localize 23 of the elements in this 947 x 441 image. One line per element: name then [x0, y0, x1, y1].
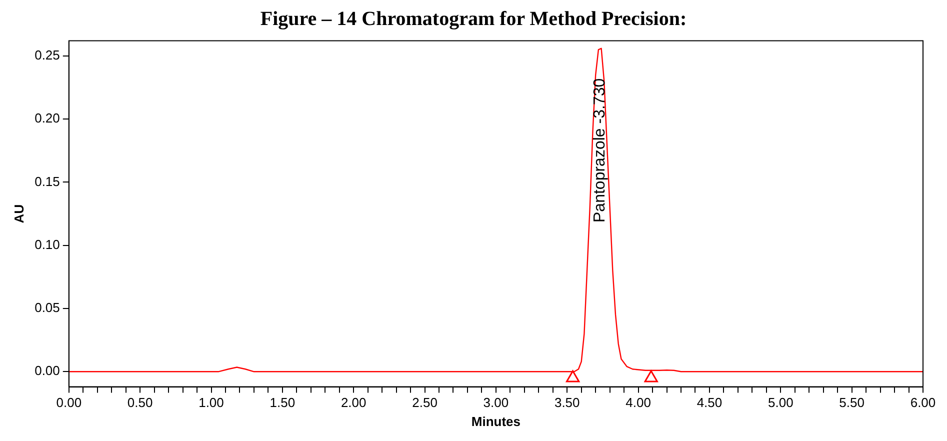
y-tick-label: 0.20 [34, 110, 60, 126]
x-tick-label: 4.00 [626, 395, 651, 410]
x-axis-title: Minutes [471, 414, 521, 429]
x-tick-label: 5.00 [768, 395, 794, 410]
x-tick-label: 1.00 [198, 395, 224, 410]
y-tick-label: 0.05 [34, 300, 60, 316]
y-tick-label: 0.00 [34, 363, 60, 378]
x-tick-label: 2.50 [412, 395, 438, 410]
y-tick-label: 0.10 [34, 236, 60, 252]
x-tick-label: 6.00 [910, 395, 936, 410]
x-tick-label: 3.00 [483, 395, 509, 410]
x-tick-label: 3.50 [554, 395, 580, 410]
annotation: Pantoprazole -3.730 [591, 78, 608, 222]
x-tick-label: 0.50 [127, 395, 153, 410]
x-tick-label: 0.00 [56, 395, 82, 410]
x-tick-label: 4.50 [696, 395, 722, 410]
x-tick-label: 5.50 [839, 395, 864, 410]
y-axis-title: AU [11, 204, 26, 224]
y-tick-label: 0.25 [34, 48, 60, 63]
x-tick-label: 2.00 [340, 395, 366, 410]
x-tick-label: 1.50 [270, 395, 296, 410]
chart-title: Figure – 14 Chromatogram for Method Precision: [259, 8, 688, 30]
y-tick-label: 0.15 [34, 174, 60, 189]
